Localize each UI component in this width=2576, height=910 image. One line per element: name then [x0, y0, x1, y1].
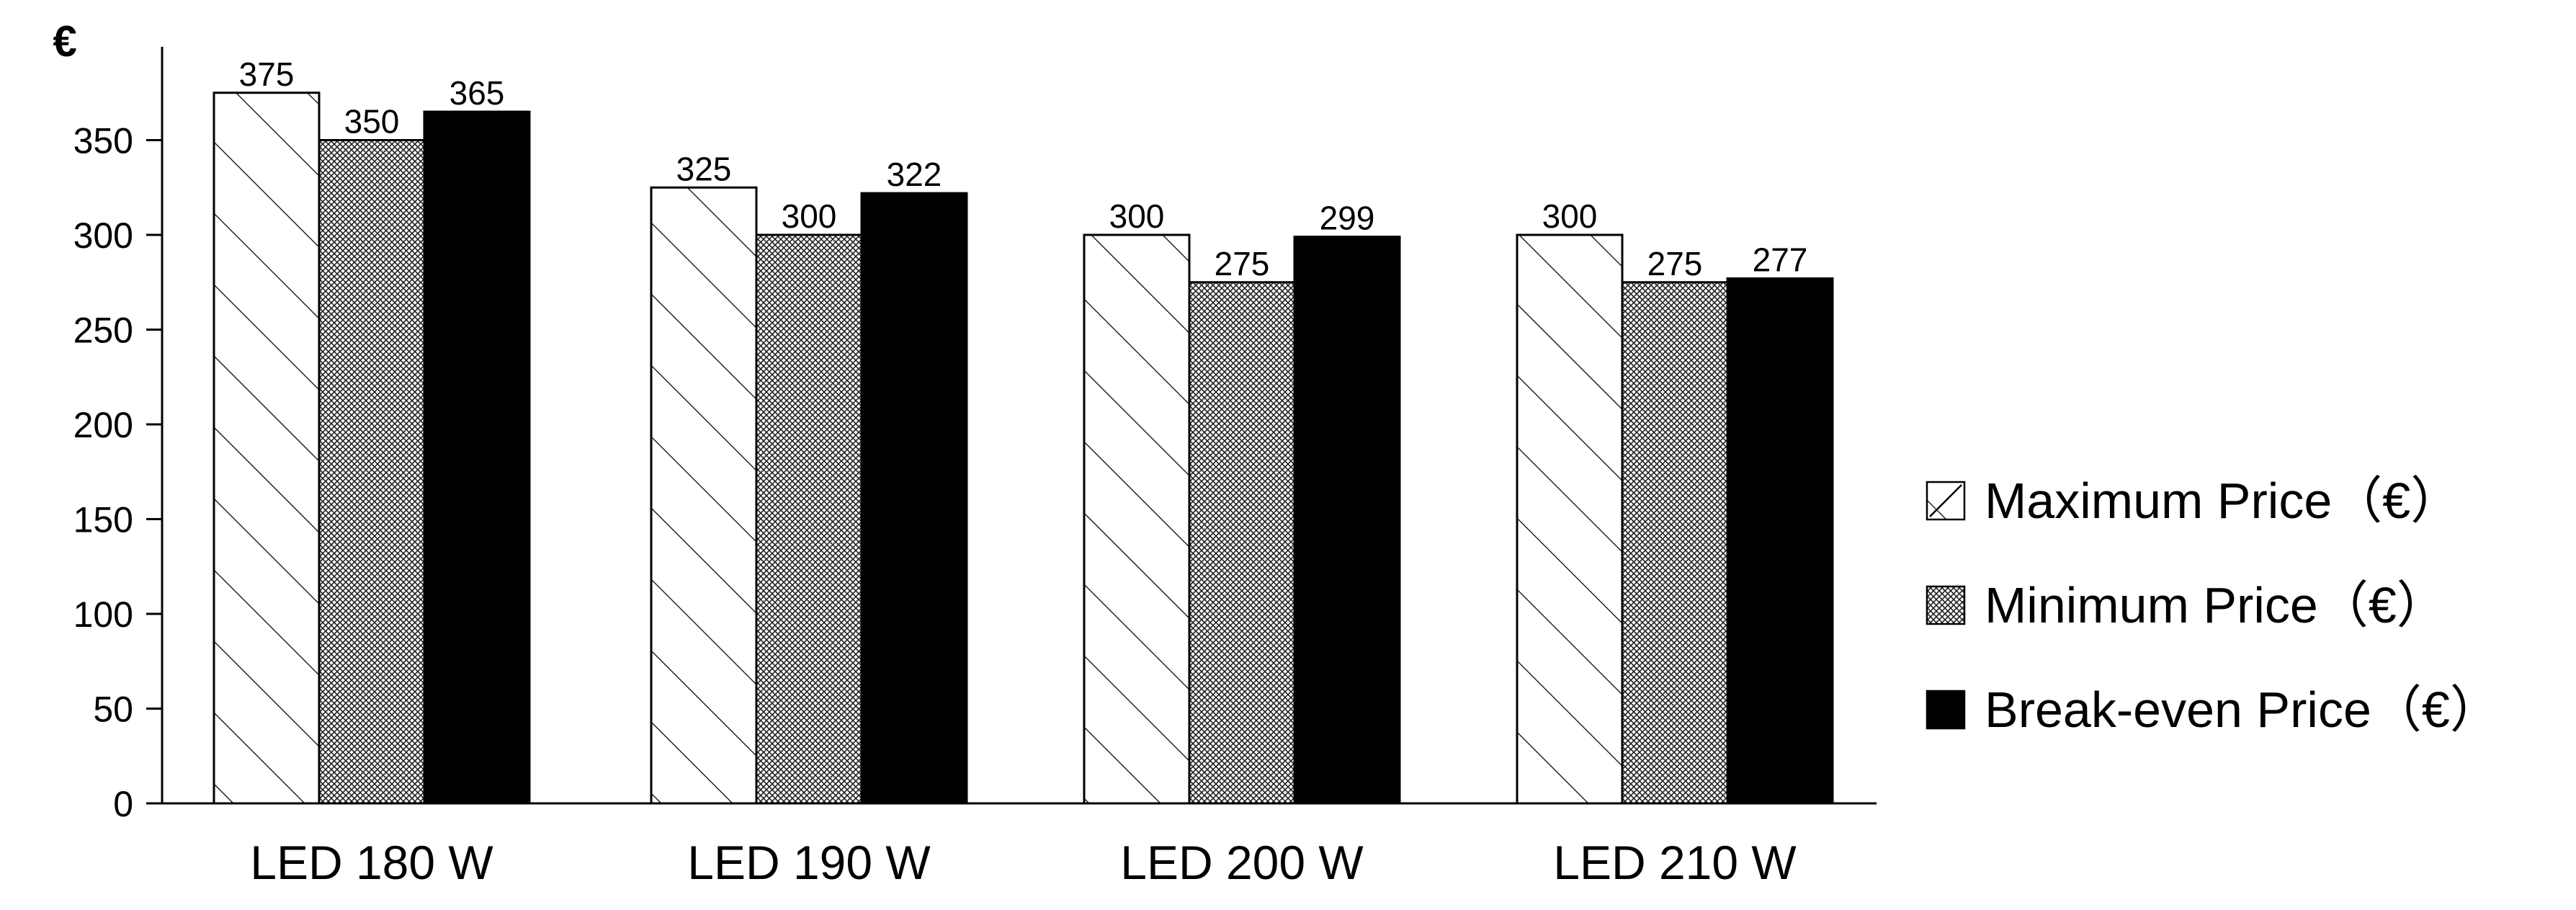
- data-label-breakeven-4: 277: [1753, 241, 1808, 278]
- legend-label-max: Maximum Price（€）: [1985, 473, 2461, 529]
- y-axis-unit-label: €: [53, 17, 76, 66]
- bar-max-1: [213, 92, 321, 805]
- legend: Maximum Price（€） Minimum Price（€） Break-ev…: [1926, 473, 2500, 738]
- y-tick-label: 50: [93, 690, 133, 730]
- y-axis-ticks: 0 50 100 150 200 250 300 350: [73, 121, 162, 824]
- legend-label-min: Minimum Price（€）: [1985, 577, 2447, 633]
- bar-max-3: [1083, 233, 1191, 805]
- data-label-min-1: 350: [344, 103, 400, 140]
- bar-min-2: [755, 233, 863, 805]
- bar-breakeven-2: [860, 192, 968, 805]
- category-labels-group: LED 180 W LED 190 W LED 200 W LED 210 W: [250, 836, 1797, 889]
- bar-breakeven-4: [1726, 277, 1834, 805]
- data-label-breakeven-3: 299: [1320, 200, 1375, 237]
- data-label-max-3: 300: [1109, 197, 1165, 235]
- category-label-3: LED 200 W: [1120, 836, 1364, 889]
- data-label-breakeven-2: 322: [887, 156, 942, 193]
- y-tick-label: 200: [73, 405, 133, 445]
- bar-breakeven-3: [1293, 236, 1401, 805]
- bar-max-4: [1516, 233, 1624, 805]
- legend-swatch-min: [1926, 585, 1966, 625]
- data-label-breakeven-1: 365: [450, 74, 505, 112]
- bar-min-3: [1188, 281, 1296, 805]
- category-label-4: LED 210 W: [1553, 836, 1797, 889]
- category-label-2: LED 190 W: [687, 836, 931, 889]
- y-tick-label: 150: [73, 500, 133, 540]
- bar-breakeven-1: [423, 110, 531, 805]
- bar-min-4: [1621, 281, 1729, 805]
- legend-swatch-breakeven: [1926, 690, 1966, 730]
- bar-max-2: [650, 186, 758, 805]
- bar-min-1: [318, 139, 426, 805]
- data-labels-group: 375 350 365 325 300 322 300 275 299 300 275 277: [239, 55, 1808, 282]
- data-label-max-1: 375: [239, 55, 295, 93]
- bar-series-group: [213, 92, 1834, 805]
- y-tick-label: 350: [73, 121, 133, 161]
- data-label-max-4: 300: [1542, 197, 1598, 235]
- data-label-min-3: 275: [1215, 245, 1270, 282]
- legend-swatch-hatch-line: [1929, 484, 1962, 517]
- y-tick-label: 250: [73, 311, 133, 351]
- y-tick-label: 0: [113, 784, 133, 824]
- data-label-min-4: 275: [1647, 245, 1703, 282]
- category-label-1: LED 180 W: [250, 836, 493, 889]
- data-label-min-2: 300: [782, 197, 837, 235]
- y-tick-label: 100: [73, 594, 133, 635]
- legend-label-breakeven: Break-even Price（€）: [1985, 682, 2500, 738]
- data-label-max-2: 325: [676, 150, 732, 187]
- y-tick-label: 300: [73, 215, 133, 256]
